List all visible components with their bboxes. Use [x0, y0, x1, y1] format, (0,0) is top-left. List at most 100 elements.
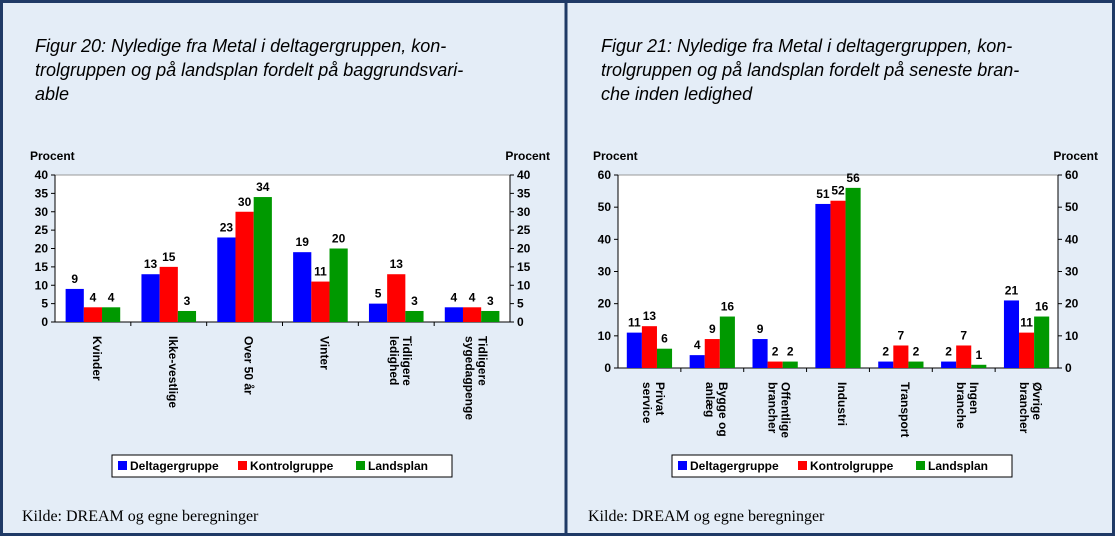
y-tick-label: 10 [598, 329, 612, 343]
bar [444, 307, 463, 322]
y-axis-label: Procent [593, 149, 638, 163]
y2-tick-label: 35 [517, 186, 531, 200]
bar [235, 211, 254, 322]
y2-tick-label: 40 [1065, 232, 1079, 246]
y-tick-label: 25 [35, 223, 49, 237]
y2-axis-label: Procent [505, 149, 550, 163]
bar [956, 345, 972, 368]
value-label: 21 [1005, 283, 1019, 297]
bar [1019, 332, 1035, 368]
y2-tick-label: 40 [517, 168, 531, 182]
chart-title: Figur 20: Nyledige fra Metal i deltagerg… [35, 36, 463, 104]
value-label: 11 [314, 265, 327, 279]
value-label: 11 [1020, 316, 1033, 330]
value-label: 2 [913, 345, 920, 359]
legend-swatch [916, 461, 925, 470]
value-label: 4 [451, 290, 458, 304]
value-label: 9 [709, 322, 716, 336]
bar [641, 326, 657, 368]
value-label: 16 [1035, 300, 1049, 314]
value-label: 23 [220, 220, 234, 234]
y-tick-label: 5 [41, 297, 48, 311]
value-label: 3 [184, 294, 191, 308]
bar [1003, 300, 1020, 368]
legend-label: Kontrolgruppe [810, 459, 894, 473]
value-label: 20 [332, 232, 346, 246]
value-label: 1 [975, 348, 982, 362]
legend-swatch [238, 461, 247, 470]
legend-box [111, 454, 453, 478]
y2-tick-label: 30 [1065, 265, 1079, 279]
value-label: 5 [375, 287, 382, 301]
bar [878, 361, 894, 368]
chart-title: Figur 21: Nyledige fra Metal i deltagerg… [601, 36, 1019, 104]
bar [908, 361, 924, 368]
value-label: 13 [643, 309, 657, 323]
bar [689, 355, 705, 368]
bar [893, 345, 909, 368]
y-tick-label: 20 [35, 242, 49, 256]
source: Kilde: DREAM og egne beregninger [588, 508, 825, 525]
value-label: 34 [256, 180, 270, 194]
bar [177, 310, 197, 322]
y2-tick-label: 25 [517, 223, 531, 237]
bar [65, 288, 84, 322]
y2-tick-label: 50 [1065, 200, 1079, 214]
bar [141, 274, 160, 322]
value-label: 4 [90, 290, 97, 304]
value-label: 15 [162, 250, 176, 264]
value-label: 16 [721, 300, 735, 314]
bar [329, 248, 348, 322]
value-label: 7 [898, 328, 905, 342]
value-label: 52 [831, 184, 845, 198]
value-label: 19 [296, 235, 310, 249]
value-label: 4 [108, 290, 115, 304]
bar [767, 361, 783, 368]
legend-label: Deltagergruppe [130, 459, 219, 473]
legend-label: Landsplan [368, 459, 428, 473]
legend-swatch [118, 461, 127, 470]
y2-tick-label: 60 [1065, 168, 1079, 182]
y-tick-label: 20 [598, 297, 612, 311]
value-label: 4 [694, 338, 701, 352]
bar [845, 187, 861, 368]
value-label: 2 [787, 345, 794, 359]
bar [719, 316, 735, 368]
y-tick-label: 40 [598, 232, 612, 246]
value-label: 13 [390, 257, 404, 271]
y2-tick-label: 5 [517, 297, 524, 311]
legend-box [671, 454, 1013, 478]
value-label: 9 [757, 322, 764, 336]
value-label: 2 [882, 345, 889, 359]
bar [656, 348, 673, 368]
bar [293, 252, 312, 322]
bar [815, 203, 831, 368]
bar [387, 274, 406, 322]
bar [159, 266, 178, 322]
x-tick-label: Tidligeresygedagpenge [463, 336, 490, 420]
bar [253, 197, 272, 322]
bar [311, 281, 330, 322]
legend-label: Deltagergruppe [690, 459, 779, 473]
value-label: 7 [960, 328, 967, 342]
source: Kilde: DREAM og egne beregninger [22, 508, 259, 525]
bar [481, 310, 500, 322]
y2-tick-label: 10 [1065, 329, 1079, 343]
y2-tick-label: 20 [517, 242, 531, 256]
value-label: 56 [846, 171, 860, 185]
y-tick-label: 40 [35, 168, 49, 182]
y-tick-label: 15 [35, 260, 49, 274]
x-tick-label: Tidligereledighed [387, 336, 414, 386]
y-tick-label: 0 [604, 361, 611, 375]
x-tick-label: Ingenbranche [954, 382, 981, 429]
y2-tick-label: 30 [517, 205, 531, 219]
x-tick-label: Privatservice [640, 382, 667, 424]
x-tick-label: Offentligebrancher [766, 382, 793, 438]
bar [102, 307, 121, 322]
value-label: 9 [71, 272, 78, 286]
bar [752, 339, 768, 368]
value-label: 3 [411, 294, 418, 308]
legend-label: Kontrolgruppe [250, 459, 334, 473]
